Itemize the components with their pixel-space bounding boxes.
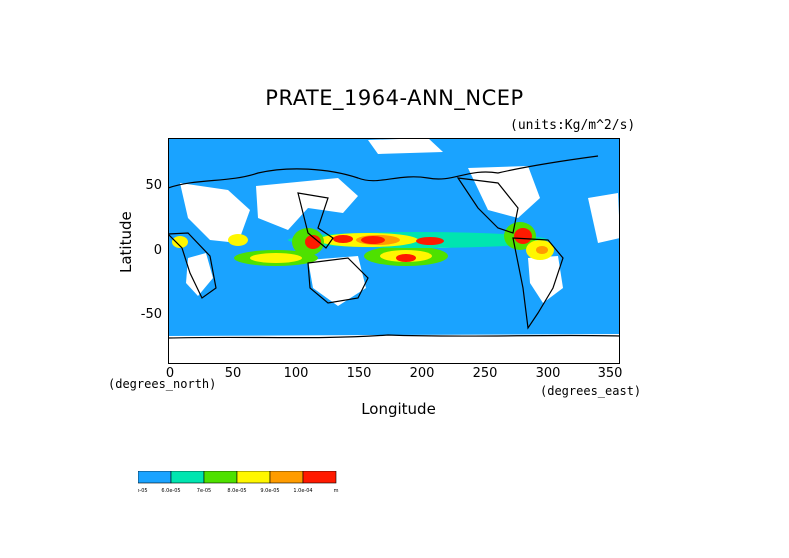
below-threshold-areas <box>168 138 620 364</box>
colorbar-label: 6.0e-05 <box>161 488 180 494</box>
colorbar-swatch <box>302 471 337 484</box>
x-axis-label: Longitude <box>361 400 436 418</box>
dry-region-atlantic <box>588 193 620 243</box>
colorbar-labels: 5.0e-05 6.0e-05 7e-05 8.0e-05 9.0e-05 1.0e-04… <box>138 488 339 494</box>
dry-region-antarctica <box>168 334 620 364</box>
northern-coastline <box>168 155 599 189</box>
dry-region-arctic <box>368 138 443 154</box>
colorbar-swatches <box>138 471 337 484</box>
x-tick-label-0: 0 <box>165 366 175 381</box>
y-tick-label-50: 50 <box>145 178 162 193</box>
y-tick-label-0: 0 <box>153 243 162 258</box>
colorbar-label: 5.0e-05 <box>138 488 148 494</box>
colorbar-label: 8.0e-05 <box>227 488 246 494</box>
colorbar-label: 9.0e-05 <box>260 488 279 494</box>
x-tick-label-150: 150 <box>346 366 372 381</box>
australia-coastline <box>307 257 369 304</box>
colorbar-label: 7e-05 <box>197 488 211 494</box>
north-america-coastline <box>456 177 519 234</box>
dry-region-asia <box>256 178 358 230</box>
colorbar-swatch <box>170 471 205 484</box>
colorbar-swatch <box>203 471 238 484</box>
x-unit-note: (degrees_east) <box>540 384 642 398</box>
colorbar-swatch <box>269 471 304 484</box>
colorbar: 5.0e-05 6.0e-05 7e-05 8.0e-05 9.0e-05 1.0e-04… <box>138 471 339 494</box>
x-tick-label-100: 100 <box>283 366 309 381</box>
chart-title: PRATE_1964-ANN_NCEP <box>265 86 524 110</box>
colorbar-label: m <box>334 488 339 494</box>
x-tick-label-250: 250 <box>472 366 498 381</box>
south-america-coastline <box>512 237 564 330</box>
y-unit-note: (degrees_north) <box>108 377 217 391</box>
antarctica-coastline <box>168 334 620 339</box>
colorbar-label: 1.0e-04 <box>293 488 312 494</box>
colorbar-swatch <box>138 471 172 484</box>
colorbar-swatch <box>236 471 271 484</box>
dry-region-north-america <box>468 166 540 218</box>
x-tick-label-350: 350 <box>597 366 623 381</box>
precipitation-map <box>168 138 620 364</box>
x-tick-label-300: 300 <box>535 366 561 381</box>
units-label: (units:Kg/m^2/s) <box>510 118 636 133</box>
coastlines <box>168 155 620 339</box>
y-tick-label-minus-50: -50 <box>140 307 162 322</box>
x-tick-label-50: 50 <box>224 366 242 381</box>
plot-frame <box>168 138 620 364</box>
dry-region-africa-south <box>186 253 213 296</box>
dry-region-south-america <box>528 256 563 303</box>
dry-region-africa-north <box>180 183 250 243</box>
africa-coastline <box>168 232 217 299</box>
dry-region-australia <box>308 256 366 306</box>
x-tick-label-200: 200 <box>409 366 435 381</box>
itcz-precipitation-bands <box>172 222 554 266</box>
asia-coastline <box>297 192 334 249</box>
